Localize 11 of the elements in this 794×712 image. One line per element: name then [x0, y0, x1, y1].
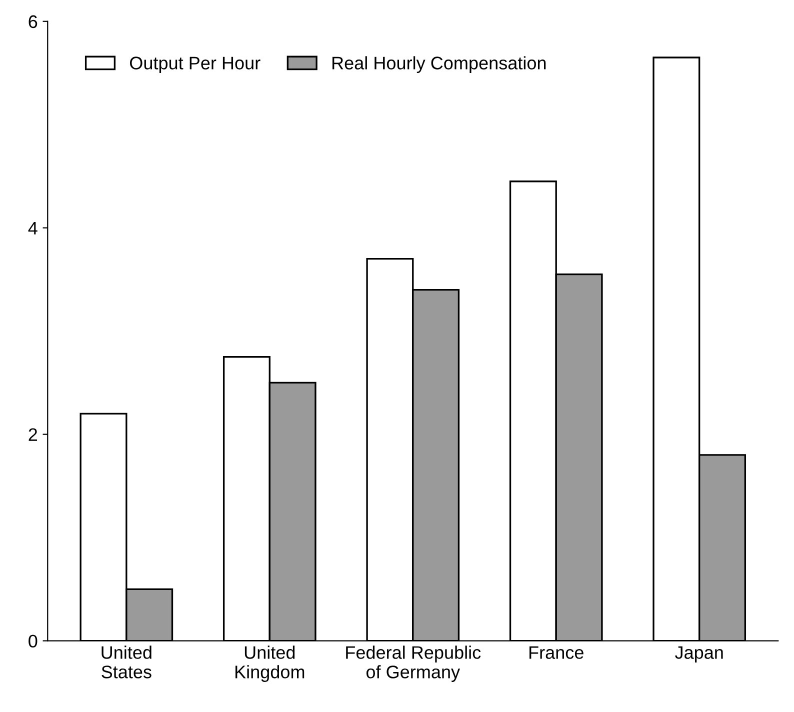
x-tick-label: Federal Republic of Germany	[346, 646, 481, 682]
legend-label: Real Hourly Compensation	[332, 56, 546, 74]
legend-label: Output Per Hour	[130, 56, 260, 74]
y-tick-label: 0	[28, 634, 38, 648]
y-tick-label: 6	[28, 15, 38, 28]
x-tick-label: United Kingdom	[236, 646, 304, 682]
y-tick-label: 2	[28, 428, 38, 441]
y-tick-label: 4	[28, 222, 38, 234]
x-tick-label: Japan	[675, 646, 723, 662]
x-tick-label: United States	[102, 646, 152, 678]
x-tick-label: France	[530, 646, 584, 659]
